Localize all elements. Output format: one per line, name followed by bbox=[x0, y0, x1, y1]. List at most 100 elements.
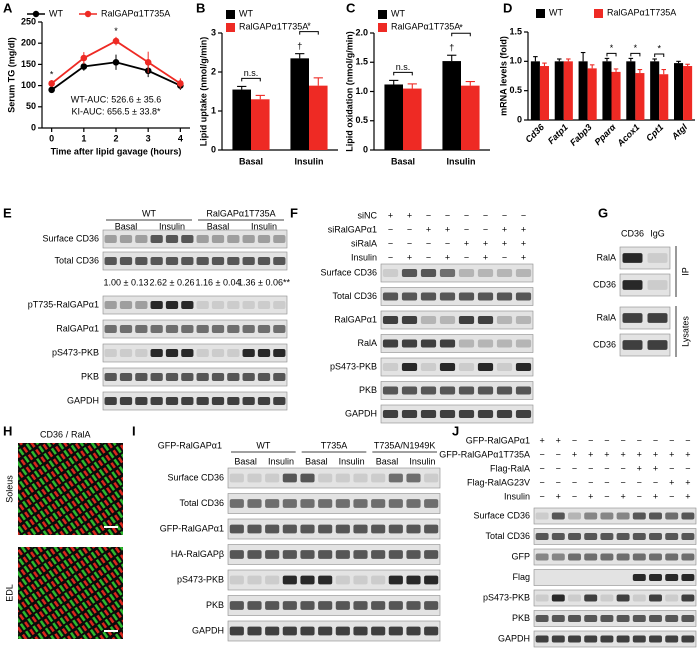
y-axis-label: Serum TG (mg/dl) bbox=[6, 37, 16, 113]
blot-band bbox=[382, 339, 399, 348]
row-label: Total CD36 bbox=[179, 498, 224, 508]
blot-band bbox=[388, 575, 403, 585]
blot-band bbox=[401, 363, 418, 371]
blot-band bbox=[649, 573, 662, 582]
treatment-sign: + bbox=[588, 491, 593, 501]
blot-band bbox=[401, 339, 418, 348]
blot-band bbox=[551, 512, 565, 520]
blot-band bbox=[406, 473, 421, 483]
blot-band bbox=[242, 235, 255, 243]
treatment-sign: + bbox=[556, 491, 561, 501]
blot bbox=[227, 569, 441, 591]
y-axis-label: mRNA levels (fold) bbox=[498, 36, 508, 116]
blot bbox=[533, 548, 697, 566]
condition-label: Insulin bbox=[268, 456, 294, 466]
bar bbox=[563, 61, 573, 120]
panel-label: F bbox=[290, 205, 298, 220]
blot-band bbox=[382, 363, 399, 371]
panel-label: A bbox=[3, 0, 13, 15]
blot-band bbox=[458, 339, 475, 348]
row-label: CD36 bbox=[593, 279, 616, 289]
blot-band bbox=[104, 235, 117, 243]
row-label: GAPDH bbox=[192, 625, 224, 635]
blot-band bbox=[401, 386, 418, 395]
blot-band bbox=[150, 397, 163, 405]
blot-band bbox=[150, 301, 163, 309]
blot-band bbox=[665, 635, 679, 643]
group-label: RalGAPα1T735A bbox=[206, 208, 275, 218]
blot-band bbox=[388, 626, 403, 636]
significance-mark: * bbox=[50, 69, 54, 79]
blot-band bbox=[335, 601, 350, 610]
blot-band bbox=[104, 301, 117, 309]
blot-band bbox=[229, 499, 244, 508]
blot bbox=[380, 263, 534, 283]
blot-band bbox=[458, 386, 475, 395]
treatment-sign: − bbox=[426, 238, 431, 248]
lane-label: CD36 bbox=[621, 228, 644, 238]
blot-band bbox=[649, 553, 662, 561]
blot-band bbox=[229, 550, 244, 559]
y-tick-label: 0.5 bbox=[509, 85, 522, 95]
blot-band bbox=[665, 614, 679, 623]
blot-band bbox=[282, 499, 297, 508]
row-label: CD36 bbox=[593, 339, 616, 349]
panel-label: D bbox=[503, 0, 512, 15]
blot-band bbox=[439, 292, 456, 301]
blot bbox=[102, 295, 288, 315]
treatment-sign: − bbox=[426, 210, 431, 220]
treatment-sign: − bbox=[539, 491, 544, 501]
blot-band bbox=[632, 635, 646, 643]
blot-band bbox=[371, 550, 386, 559]
tissue-label: EDL bbox=[4, 584, 14, 602]
row-label: RalGAPα1 bbox=[334, 314, 377, 324]
blot-band bbox=[458, 269, 475, 277]
treatment-sign: − bbox=[685, 463, 690, 473]
blot bbox=[102, 367, 288, 387]
blot-band bbox=[196, 301, 209, 309]
blot-band bbox=[227, 325, 240, 333]
blot-band bbox=[401, 316, 418, 324]
blot-band bbox=[257, 301, 271, 309]
blot-band bbox=[181, 301, 194, 309]
blot-band bbox=[196, 397, 209, 405]
blot-band bbox=[335, 550, 350, 559]
blot-band bbox=[257, 349, 271, 357]
legend-swatch bbox=[378, 23, 387, 32]
blot-band bbox=[211, 235, 225, 243]
blot-band bbox=[477, 386, 494, 395]
blot-band bbox=[424, 524, 439, 534]
treatment-sign: − bbox=[539, 449, 544, 459]
blot-band bbox=[300, 473, 315, 483]
treatment-sign: − bbox=[620, 477, 625, 487]
blot-band bbox=[150, 349, 163, 357]
blot-band bbox=[649, 532, 662, 541]
bar bbox=[635, 73, 645, 120]
x-axis-label: Time after lipid gavage (hours) bbox=[51, 146, 182, 156]
row-label: pS473-PKB bbox=[52, 347, 99, 357]
quantification: 1.00 ± 0.13 bbox=[104, 277, 149, 287]
bar bbox=[554, 61, 564, 120]
blot-band bbox=[119, 397, 133, 405]
data-point bbox=[48, 86, 55, 94]
blot-band bbox=[371, 626, 386, 636]
significance-mark: * bbox=[634, 43, 638, 53]
blot-band bbox=[600, 512, 614, 520]
blot-band bbox=[477, 269, 494, 277]
blot-band bbox=[335, 575, 350, 585]
blot-band bbox=[496, 386, 513, 395]
condition-label: Insulin bbox=[339, 456, 365, 466]
legend-label: WT bbox=[549, 7, 563, 17]
treatment-sign: − bbox=[388, 252, 393, 262]
treatment-sign: + bbox=[445, 252, 450, 262]
legend-swatch bbox=[226, 10, 235, 19]
blot-band bbox=[477, 339, 494, 348]
legend-swatch bbox=[594, 9, 603, 18]
blot-band bbox=[242, 325, 255, 333]
blot bbox=[102, 391, 288, 411]
blot-band bbox=[229, 473, 244, 483]
section-label: Lysates bbox=[680, 316, 690, 347]
x-tick-label: Insulin bbox=[295, 156, 324, 166]
blot-band bbox=[229, 524, 244, 534]
blot-band bbox=[424, 473, 439, 483]
